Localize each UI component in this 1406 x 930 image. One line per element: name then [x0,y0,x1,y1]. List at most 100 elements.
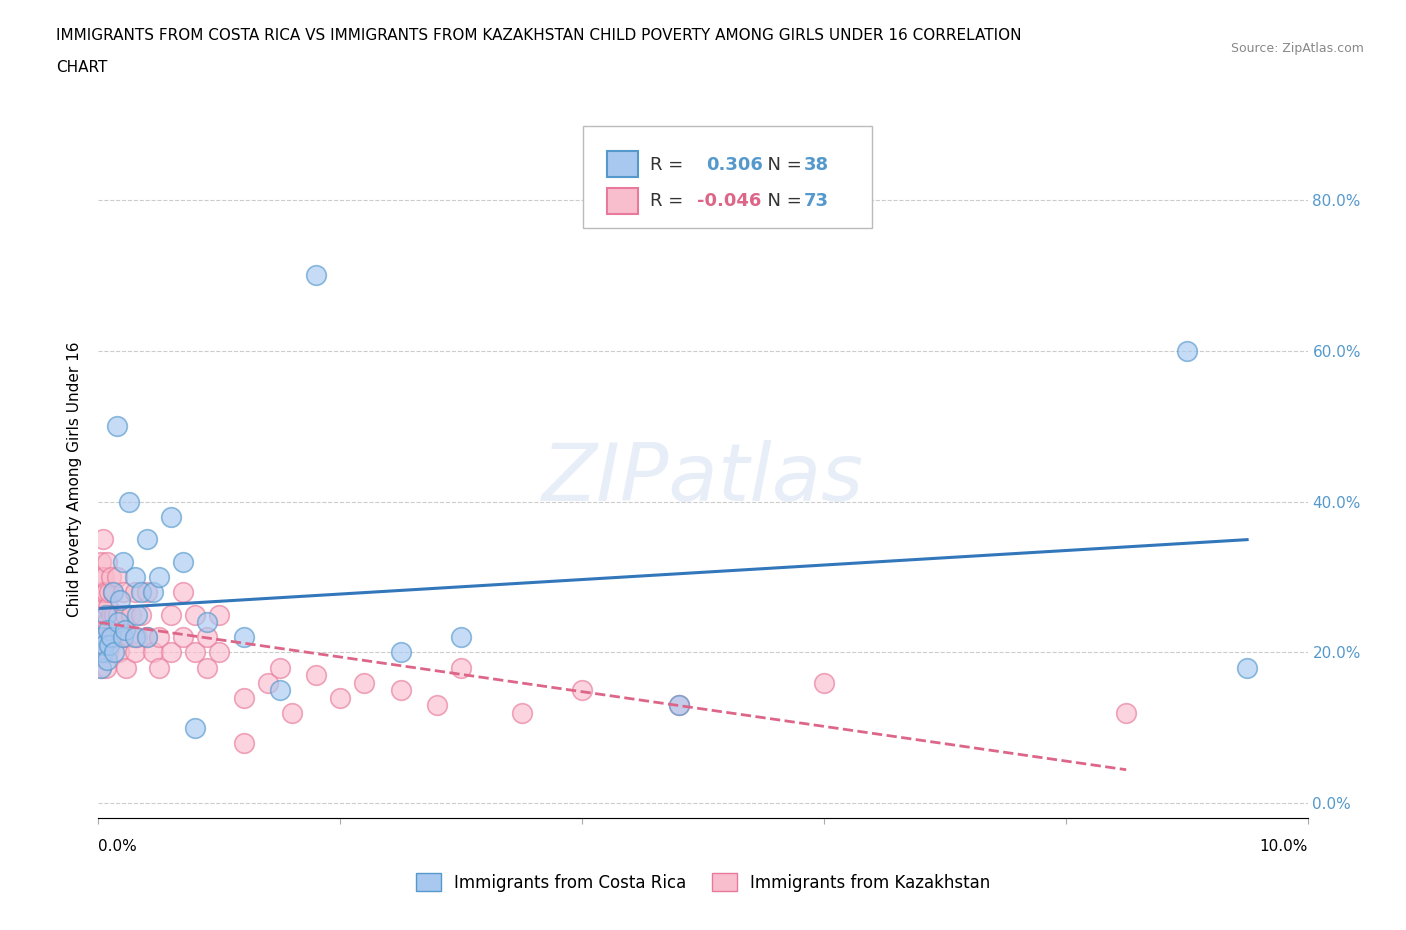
Point [148,569,170,584]
Point [1115,705,1137,720]
Point [172,585,194,600]
Point [127,607,149,622]
Point [91,630,114,644]
Point [232,690,254,705]
Point [108,645,131,660]
Point [91,645,114,660]
Point [96,554,118,569]
Text: 0.0%: 0.0% [98,839,138,854]
Point [668,698,690,712]
Point [1175,343,1198,358]
Point [571,683,593,698]
Text: IMMIGRANTS FROM COSTA RICA VS IMMIGRANTS FROM KAZAKHSTAN CHILD POVERTY AMONG GIR: IMMIGRANTS FROM COSTA RICA VS IMMIGRANTS… [56,28,1022,43]
Point [105,418,128,433]
Point [90,615,112,630]
Point [111,585,134,600]
Point [120,607,142,622]
Point [232,630,254,644]
Point [184,721,207,736]
Point [97,622,120,637]
Point [89,585,111,600]
Point [104,630,127,644]
Point [98,585,121,600]
Point [97,645,120,660]
Point [813,675,835,690]
Point [256,675,278,690]
Text: N =: N = [756,192,808,210]
Text: R =: R = [650,155,695,174]
Point [135,630,157,644]
Point [129,585,152,600]
Point [208,645,231,660]
Point [160,510,183,525]
Point [148,630,170,644]
Text: 10.0%: 10.0% [1260,839,1308,854]
Point [105,569,128,584]
Point [305,268,328,283]
Point [269,660,291,675]
Point [93,569,115,584]
Point [91,569,114,584]
Point [93,607,115,622]
Point [124,630,146,644]
Point [450,660,472,675]
Point [389,683,412,698]
Point [115,660,138,675]
Point [97,600,120,615]
Point [118,630,141,644]
Point [450,630,472,644]
Point [184,645,207,660]
Point [426,698,449,712]
Point [124,585,146,600]
Point [148,660,170,675]
Point [89,645,111,660]
Point [100,607,122,622]
Point [91,630,114,644]
Point [195,630,218,644]
Point [100,630,122,644]
Point [127,630,149,644]
Point [91,645,114,660]
Point [124,569,146,584]
Point [114,622,136,637]
Point [103,645,125,660]
Point [510,705,533,720]
Point [94,585,117,600]
Point [100,630,122,644]
Point [124,645,146,660]
Point [160,607,183,622]
Point [96,615,118,630]
Point [98,637,121,652]
Point [208,607,231,622]
Text: R =: R = [650,192,689,210]
Point [329,690,352,705]
Point [108,630,131,644]
Text: -0.046: -0.046 [697,192,762,210]
Point [353,675,375,690]
Legend: Immigrants from Costa Rica, Immigrants from Kazakhstan: Immigrants from Costa Rica, Immigrants f… [409,867,997,898]
Point [94,660,117,675]
Point [135,630,157,644]
Point [91,600,114,615]
Point [90,660,112,675]
Point [389,645,412,660]
Point [93,630,115,644]
Point [118,494,141,509]
Point [142,645,165,660]
Point [1236,660,1258,675]
Point [160,645,183,660]
Point [93,637,115,652]
Point [142,585,165,600]
Point [305,668,328,683]
Point [107,615,129,630]
Point [107,607,129,622]
Point [172,630,194,644]
Point [96,653,118,668]
Point [101,585,124,600]
Point [98,630,121,644]
Point [232,736,254,751]
Text: Source: ZipAtlas.com: Source: ZipAtlas.com [1230,42,1364,55]
Point [195,615,218,630]
Point [101,585,124,600]
Point [108,592,131,607]
